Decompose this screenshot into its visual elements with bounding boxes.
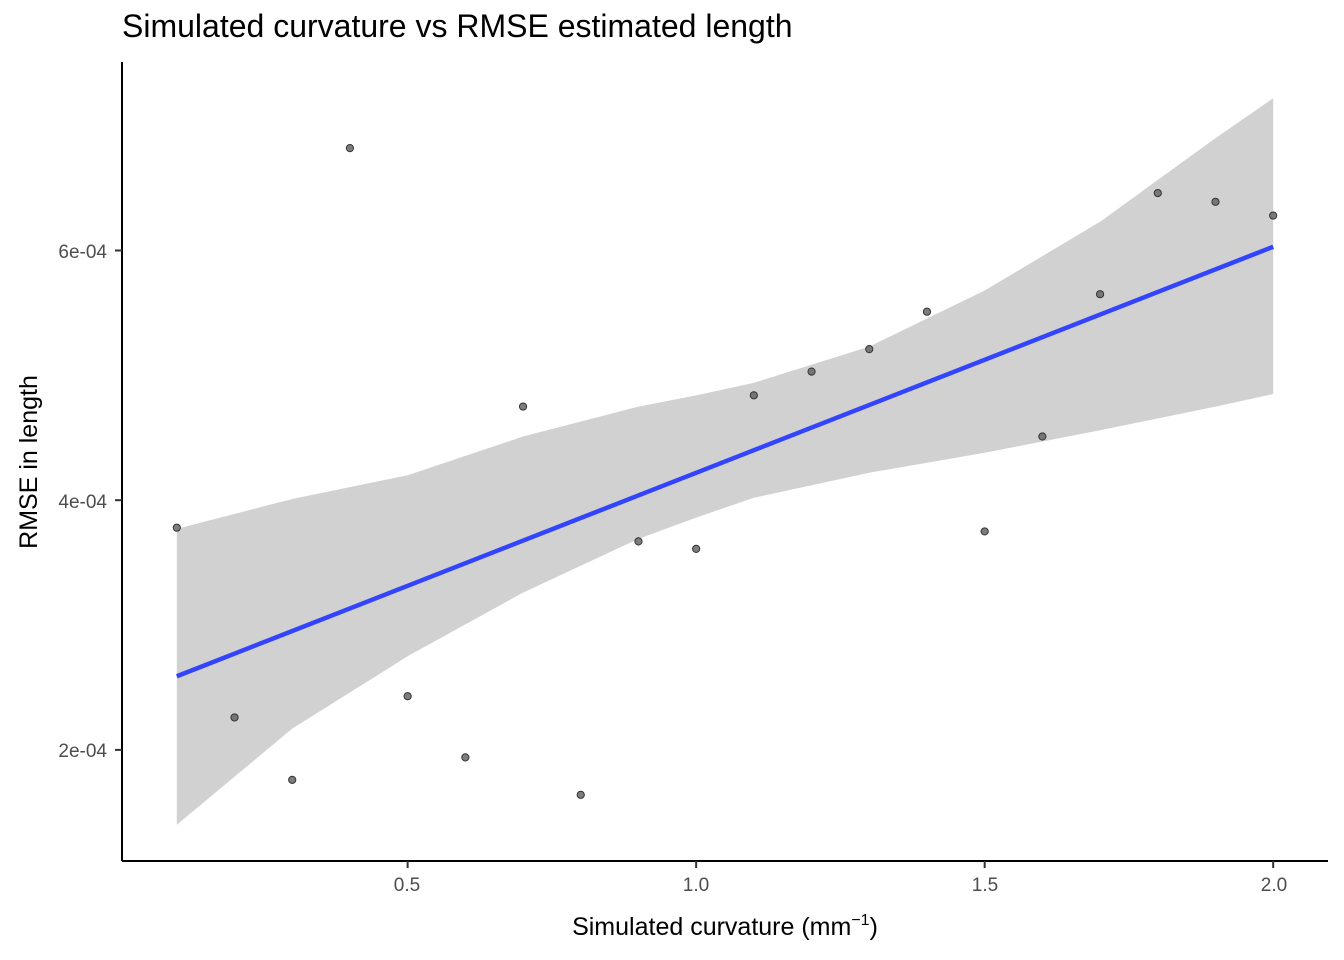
data-point-2 [230,713,239,722]
y-tick-label-2e-04: 2e-04 [58,741,107,762]
data-point-16 [1038,432,1047,441]
data-point-19 [1211,197,1220,206]
x-axis-title-suffix: ) [870,913,878,941]
axes-layer [115,62,1328,868]
data-point-5 [403,692,412,701]
data-point-17 [1095,290,1105,299]
x-axis-title: Simulated curvature (mm−1) [572,912,878,941]
chart-title: Simulated curvature vs RMSE estimated le… [122,8,793,44]
data-point-12 [807,367,816,376]
y-axis-title: RMSE in length [15,375,43,549]
data-point-6 [461,753,470,762]
data-point-7 [518,402,528,411]
x-tick-label-2.0: 2.0 [1261,875,1287,896]
data-point-18 [1153,188,1162,198]
y-tick-label-6e-04: 6e-04 [58,242,107,263]
data-point-11 [749,391,758,400]
data-point-13 [865,345,874,354]
data-point-4 [345,144,355,153]
data-point-14 [922,307,932,316]
y-tick-label-4e-04: 4e-04 [58,492,107,513]
x-tick-label-1.0: 1.0 [683,875,709,896]
x-tick-label-0.5: 0.5 [394,875,420,896]
points-layer [172,144,1278,799]
data-point-9 [634,537,643,546]
x-tick-label-1.5: 1.5 [972,875,998,896]
data-point-20 [1269,211,1278,220]
regression-line-layer [175,244,1275,679]
data-point-1 [172,523,181,532]
x-axis-title-main: Simulated curvature (mm [572,913,851,941]
data-point-3 [288,775,297,784]
data-point-10 [692,544,701,553]
regression-line [175,244,1275,679]
x-axis-title-superscript: −1 [851,912,869,929]
data-point-15 [980,527,989,536]
data-point-8 [576,790,585,799]
